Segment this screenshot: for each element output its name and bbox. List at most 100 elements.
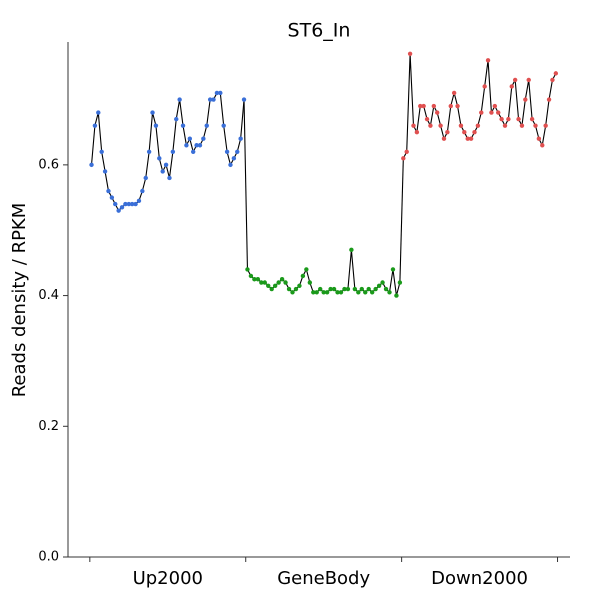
- point: [465, 136, 470, 141]
- point: [177, 97, 182, 102]
- line: [90, 92, 245, 212]
- point: [116, 208, 121, 213]
- point: [255, 277, 261, 282]
- point: [314, 290, 319, 295]
- point: [435, 110, 440, 115]
- point: [496, 110, 501, 115]
- point: [238, 136, 243, 141]
- point: [153, 123, 159, 128]
- point: [211, 97, 216, 102]
- point: [290, 290, 295, 295]
- point: [418, 103, 423, 109]
- point: [129, 201, 135, 207]
- point: [516, 116, 521, 122]
- line-join: [399, 158, 404, 283]
- point: [526, 77, 531, 83]
- point: [218, 90, 223, 96]
- point: [438, 123, 443, 128]
- y-tick-label: 0.6: [38, 157, 59, 172]
- point: [204, 123, 209, 128]
- point: [146, 149, 152, 154]
- point: [345, 286, 351, 292]
- point: [300, 273, 306, 279]
- y-tick-label: 0.4: [38, 288, 59, 303]
- x-tick-label: Up2000: [133, 568, 203, 589]
- point: [519, 123, 525, 128]
- point: [170, 149, 176, 154]
- point: [421, 103, 426, 109]
- point: [286, 286, 292, 292]
- point: [509, 84, 514, 89]
- point: [407, 51, 413, 56]
- point: [338, 290, 344, 295]
- point: [190, 149, 196, 154]
- point: [441, 136, 447, 141]
- point: [187, 136, 193, 141]
- point: [269, 286, 274, 292]
- point: [363, 290, 368, 295]
- point: [529, 116, 535, 122]
- point: [512, 77, 518, 83]
- point: [553, 71, 559, 76]
- point: [180, 123, 186, 128]
- point: [160, 169, 165, 174]
- point: [207, 97, 213, 102]
- point: [373, 286, 378, 292]
- point: [140, 188, 145, 194]
- point: [102, 169, 108, 174]
- point: [272, 283, 278, 288]
- point: [349, 247, 354, 253]
- point: [428, 123, 433, 128]
- point: [401, 156, 406, 161]
- line: [402, 53, 557, 159]
- point: [143, 175, 148, 181]
- point: [136, 198, 142, 204]
- point: [499, 116, 504, 122]
- point: [366, 286, 371, 292]
- point: [194, 143, 199, 148]
- point: [383, 286, 389, 292]
- point: [331, 286, 337, 292]
- point: [307, 280, 313, 285]
- point: [126, 201, 132, 207]
- point: [455, 103, 460, 109]
- point: [221, 123, 226, 128]
- point: [468, 136, 474, 141]
- point: [506, 116, 511, 122]
- point: [394, 293, 399, 298]
- point: [502, 123, 508, 128]
- point: [462, 129, 467, 135]
- point: [448, 103, 453, 109]
- point: [342, 286, 347, 292]
- point: [424, 116, 430, 122]
- point: [150, 110, 155, 115]
- point: [472, 129, 477, 135]
- point: [479, 110, 484, 115]
- point: [174, 116, 179, 122]
- point: [492, 103, 498, 109]
- point: [431, 103, 437, 109]
- point: [252, 277, 257, 282]
- y-axis-label: Reads density / RPKM: [9, 203, 30, 398]
- point: [359, 286, 364, 292]
- point: [266, 283, 271, 288]
- point: [380, 280, 385, 285]
- point: [163, 162, 169, 168]
- point: [356, 290, 361, 295]
- point: [411, 123, 416, 128]
- point: [231, 156, 237, 161]
- point: [259, 280, 264, 285]
- point: [536, 136, 542, 141]
- point: [184, 143, 189, 148]
- point: [96, 110, 101, 115]
- point: [540, 143, 545, 148]
- point: [445, 129, 450, 135]
- point: [304, 267, 309, 272]
- point: [109, 195, 115, 200]
- point: [458, 123, 464, 128]
- point: [279, 277, 285, 282]
- point: [414, 129, 420, 135]
- x-tick-label: Down2000: [431, 568, 528, 589]
- point: [369, 290, 375, 295]
